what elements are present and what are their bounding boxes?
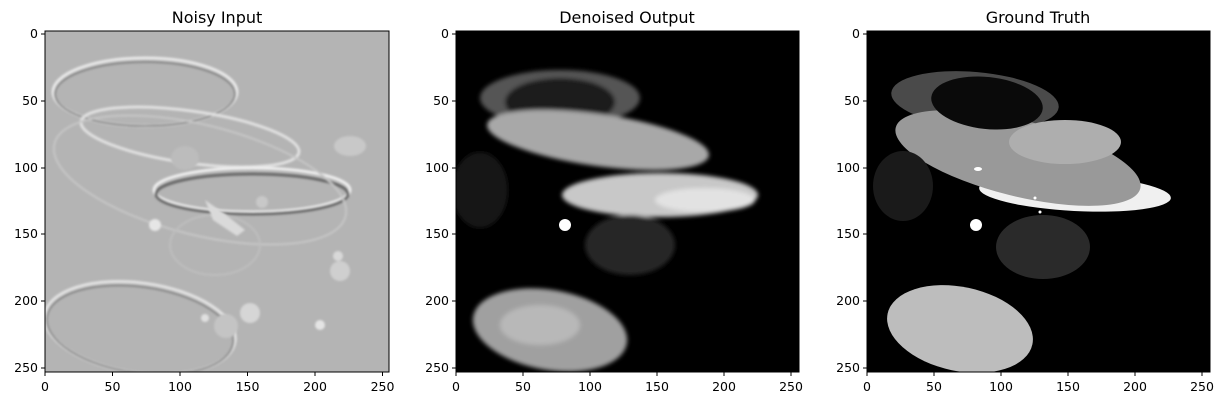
y-tick-label: 250	[836, 360, 860, 375]
y-tick-label: 100	[836, 160, 860, 175]
x-tick-label: 150	[645, 379, 669, 394]
y-axis-noisy	[41, 33, 45, 369]
y-tick-labels-noisy: 0 50 100 150 200 250	[14, 26, 38, 375]
y-tick-label: 50	[433, 93, 449, 108]
y-tick-label: 250	[425, 360, 449, 375]
x-tick-label: 150	[1056, 379, 1080, 394]
x-tick-label: 200	[1123, 379, 1147, 394]
y-tick-label: 50	[844, 93, 860, 108]
x-tick-label: 250	[779, 379, 803, 394]
x-tick-label: 0	[863, 379, 871, 394]
x-tick-label: 250	[371, 379, 395, 394]
noisy-input-image	[45, 31, 389, 372]
y-tick-label: 0	[30, 26, 38, 41]
denoised-output-image	[456, 31, 799, 372]
x-axis-denoised	[455, 372, 792, 376]
panel-title: Ground Truth	[986, 8, 1091, 27]
panel-title: Noisy Input	[172, 8, 263, 27]
y-tick-label: 150	[425, 226, 449, 241]
y-tick-label: 150	[836, 226, 860, 241]
y-axis-truth	[863, 33, 867, 369]
panel-title: Denoised Output	[559, 8, 695, 27]
x-tick-label: 50	[926, 379, 942, 394]
x-tick-labels-truth: 0 50 100 150 200 250	[863, 379, 1214, 394]
x-tick-label: 0	[41, 379, 49, 394]
y-tick-label: 0	[441, 26, 449, 41]
y-tick-label: 250	[14, 360, 38, 375]
y-tick-label: 100	[425, 160, 449, 175]
x-tick-label: 100	[168, 379, 192, 394]
x-tick-label: 100	[578, 379, 602, 394]
y-tick-label: 0	[852, 26, 860, 41]
x-axis-noisy	[44, 372, 383, 376]
x-tick-labels-denoised: 0 50 100 150 200 250	[452, 379, 803, 394]
x-tick-label: 250	[1190, 379, 1214, 394]
panel-ground-truth: Ground Truth 0 50 100 150 20	[836, 8, 1214, 394]
x-tick-label: 150	[236, 379, 260, 394]
y-tick-label: 50	[22, 93, 38, 108]
panel-denoised-output: Denoised Output 0 50 1	[425, 8, 803, 394]
x-tick-labels-noisy: 0 50 100 150 200 250	[41, 379, 394, 394]
x-tick-label: 200	[303, 379, 327, 394]
y-tick-label: 150	[14, 226, 38, 241]
x-tick-label: 200	[712, 379, 736, 394]
y-tick-labels-denoised: 0 50 100 150 200 250	[425, 26, 449, 375]
y-tick-labels-truth: 0 50 100 150 200 250	[836, 26, 860, 375]
y-tick-label: 200	[836, 293, 860, 308]
y-tick-label: 200	[14, 293, 38, 308]
x-tick-label: 100	[989, 379, 1013, 394]
x-axis-truth	[866, 372, 1203, 376]
y-axis-denoised	[452, 33, 456, 369]
x-tick-label: 50	[515, 379, 531, 394]
y-tick-label: 200	[425, 293, 449, 308]
ground-truth-image	[867, 31, 1210, 372]
x-tick-label: 50	[105, 379, 121, 394]
y-tick-label: 100	[14, 160, 38, 175]
x-tick-label: 0	[452, 379, 460, 394]
panel-noisy-input: Noisy Input	[14, 8, 394, 394]
